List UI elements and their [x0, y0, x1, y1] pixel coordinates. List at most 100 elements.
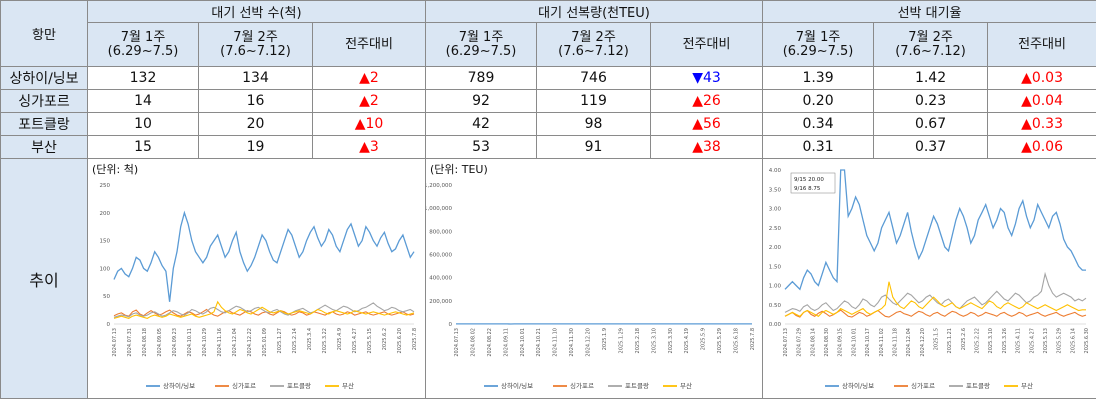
x-tick-label: 2024.12.22 — [247, 328, 253, 357]
x-tick-label: 2025.5.13 — [1043, 328, 1049, 353]
cell-change: ▲2 — [312, 66, 426, 90]
subheader-week2: 7월 2주 (7.6~7.12) — [198, 22, 313, 67]
x-tick-label: 2025.5.9 — [701, 328, 707, 350]
x-tick-label: 2025.3.10 — [988, 328, 994, 353]
table-row: 싱가포르 14 16 ▲2 92 119 ▲26 0.20 0.23 ▲0.04 — [0, 89, 1096, 113]
y-tick-label: 400,000 — [429, 276, 452, 282]
y-tick-label: 0.00 — [769, 322, 782, 328]
legend-label: 상하이/닝보 — [842, 381, 874, 390]
x-tick-label: 2025.1.5 — [934, 328, 940, 350]
y-tick-label: 200,000 — [429, 299, 452, 305]
x-tick-label: 2025.4.19 — [684, 328, 690, 353]
y-tick-label: 800,000 — [429, 229, 452, 235]
cell-value: 53 — [425, 135, 537, 159]
x-tick-label: 2024.10.01 — [520, 328, 526, 357]
chart-capacity: 0 200,000 400,000 600,000 800,000 1,000,000 1,… — [426, 183, 756, 390]
chart-wait-rate-cell: 0.00 0.50 1.00 1.50 2.00 2.50 3.00 3.50 4.00 2024… — [762, 158, 1096, 399]
x-tick-label: 2025.5.29 — [717, 328, 723, 353]
legend-label: 싱가포르 — [570, 381, 594, 390]
group-header-wait-rate: 선박 대기율 — [762, 0, 1096, 23]
annotation-box — [790, 172, 836, 194]
y-tick-label: 250 — [100, 183, 111, 189]
x-tick-label: 2025.4.27 — [352, 328, 358, 353]
x-tick-label: 2024.10.01 — [851, 328, 857, 357]
legend-label: 부산 — [680, 381, 692, 390]
y-tick-label: 200 — [100, 211, 111, 217]
annotation-text: 9/15 20.00 — [794, 177, 824, 183]
legend-label: 상하이/닝보 — [163, 381, 195, 390]
x-tick-label: 2025.1.9 — [602, 328, 608, 350]
x-tick-label: 2024.08.30 — [824, 328, 830, 357]
cell-change: ▲0.06 — [987, 135, 1096, 159]
series-line-3 — [113, 302, 415, 318]
y-tick-label: 2.00 — [769, 245, 782, 251]
y-tick-label: 0 — [449, 322, 453, 328]
x-tick-label: 2025.3.26 — [1002, 328, 1008, 353]
cell-value: 0.23 — [873, 89, 989, 113]
x-tick-label: 2024.08.02 — [470, 328, 476, 357]
legend-label: 포트클랑 — [625, 382, 649, 390]
x-tick-label: 2024.10.21 — [536, 328, 542, 357]
port-header: 항만 — [0, 0, 88, 67]
cell-change: ▲26 — [649, 89, 764, 113]
x-tick-label: 2025.1.29 — [618, 328, 624, 353]
cell-value: 746 — [536, 66, 651, 90]
table-row: 상하이/닝보 132 134 ▲2 789 746 ▼43 1.39 1.42 … — [0, 66, 1096, 90]
cell-change: ▲56 — [649, 112, 764, 136]
y-tick-label: 2.50 — [769, 226, 782, 232]
x-tick-label: 2025.6.20 — [397, 328, 403, 353]
legend-label: 포트클랑 — [287, 382, 311, 390]
cell-value: 0.37 — [873, 135, 989, 159]
x-tick-label: 2025.4.11 — [1016, 328, 1022, 353]
cell-value: 1.42 — [873, 66, 989, 90]
legend-label: 싱가포르 — [232, 381, 256, 390]
x-tick-label: 2024.11.18 — [892, 328, 898, 357]
series-line-2 — [784, 309, 1087, 318]
cell-value: 92 — [425, 89, 537, 113]
x-tick-label: 2025.6.30 — [1084, 328, 1090, 353]
legend-label: 싱가포르 — [911, 381, 935, 390]
cell-change: ▲3 — [312, 135, 426, 159]
x-tick-label: 2025.3.4 — [307, 328, 313, 350]
cell-value: 19 — [198, 135, 313, 159]
subheader-week2: 7월 2주 (7.6~7.12) — [536, 22, 651, 67]
group-header-ship-count: 대기 선박 수(척) — [87, 0, 426, 23]
cell-change: ▲38 — [649, 135, 764, 159]
x-tick-label: 2024.12.20 — [920, 328, 926, 357]
chart-ship-count: 0 50 100 150 200 250 2024.07.13 2024.07.31 2024.… — [100, 183, 419, 390]
x-tick-label: 2024.07.13 — [112, 328, 118, 357]
port-name: 포트클랑 — [0, 112, 88, 136]
cell-value: 10 — [87, 112, 199, 136]
port-name: 부산 — [0, 135, 88, 159]
legend-label: 포트클랑 — [966, 382, 990, 390]
series-line-4 — [784, 281, 1087, 317]
x-tick-label: 2024.08.22 — [487, 328, 493, 357]
subheader-change: 전주대비 — [312, 22, 426, 67]
y-tick-label: 0.50 — [769, 303, 782, 309]
table-row: 부산 15 19 ▲3 53 91 ▲38 0.31 0.37 ▲0.06 — [0, 135, 1096, 159]
series-line-2 — [113, 308, 415, 317]
cell-value: 0.31 — [762, 135, 875, 159]
annotation-text: 9/16 8.75 — [794, 186, 821, 192]
cell-value: 14 — [87, 89, 199, 113]
x-tick-label: 2024.07.29 — [797, 328, 803, 357]
x-tick-label: 2024.09.05 — [157, 328, 163, 357]
x-tick-label: 2024.10.11 — [187, 328, 193, 357]
cell-change: ▲0.04 — [987, 89, 1096, 113]
chart-unit-label: (단위: 척) — [92, 163, 139, 176]
cell-value: 789 — [425, 66, 537, 90]
chart-wait-rate: 0.00 0.50 1.00 1.50 2.00 2.50 3.00 3.50 4.00 2024… — [769, 168, 1090, 390]
x-tick-label: 2025.01.09 — [262, 328, 268, 357]
x-tick-label: 2025.5.15 — [367, 328, 373, 353]
cell-value: 98 — [536, 112, 651, 136]
x-tick-label: 2024.09.11 — [503, 328, 509, 357]
cell-value: 119 — [536, 89, 651, 113]
subheader-change: 전주대비 — [649, 22, 764, 67]
x-tick-label: 2024.07.13 — [454, 328, 460, 357]
x-tick-label: 2024.11.16 — [217, 328, 223, 357]
x-tick-label: 2024.12.04 — [232, 328, 238, 357]
table-row: 포트클랑 10 20 ▲10 42 98 ▲56 0.34 0.67 ▲0.33 — [0, 112, 1096, 136]
series-line-1 — [113, 210, 415, 302]
x-tick-label: 2025.2.6 — [961, 328, 967, 350]
cell-value: 0.34 — [762, 112, 875, 136]
